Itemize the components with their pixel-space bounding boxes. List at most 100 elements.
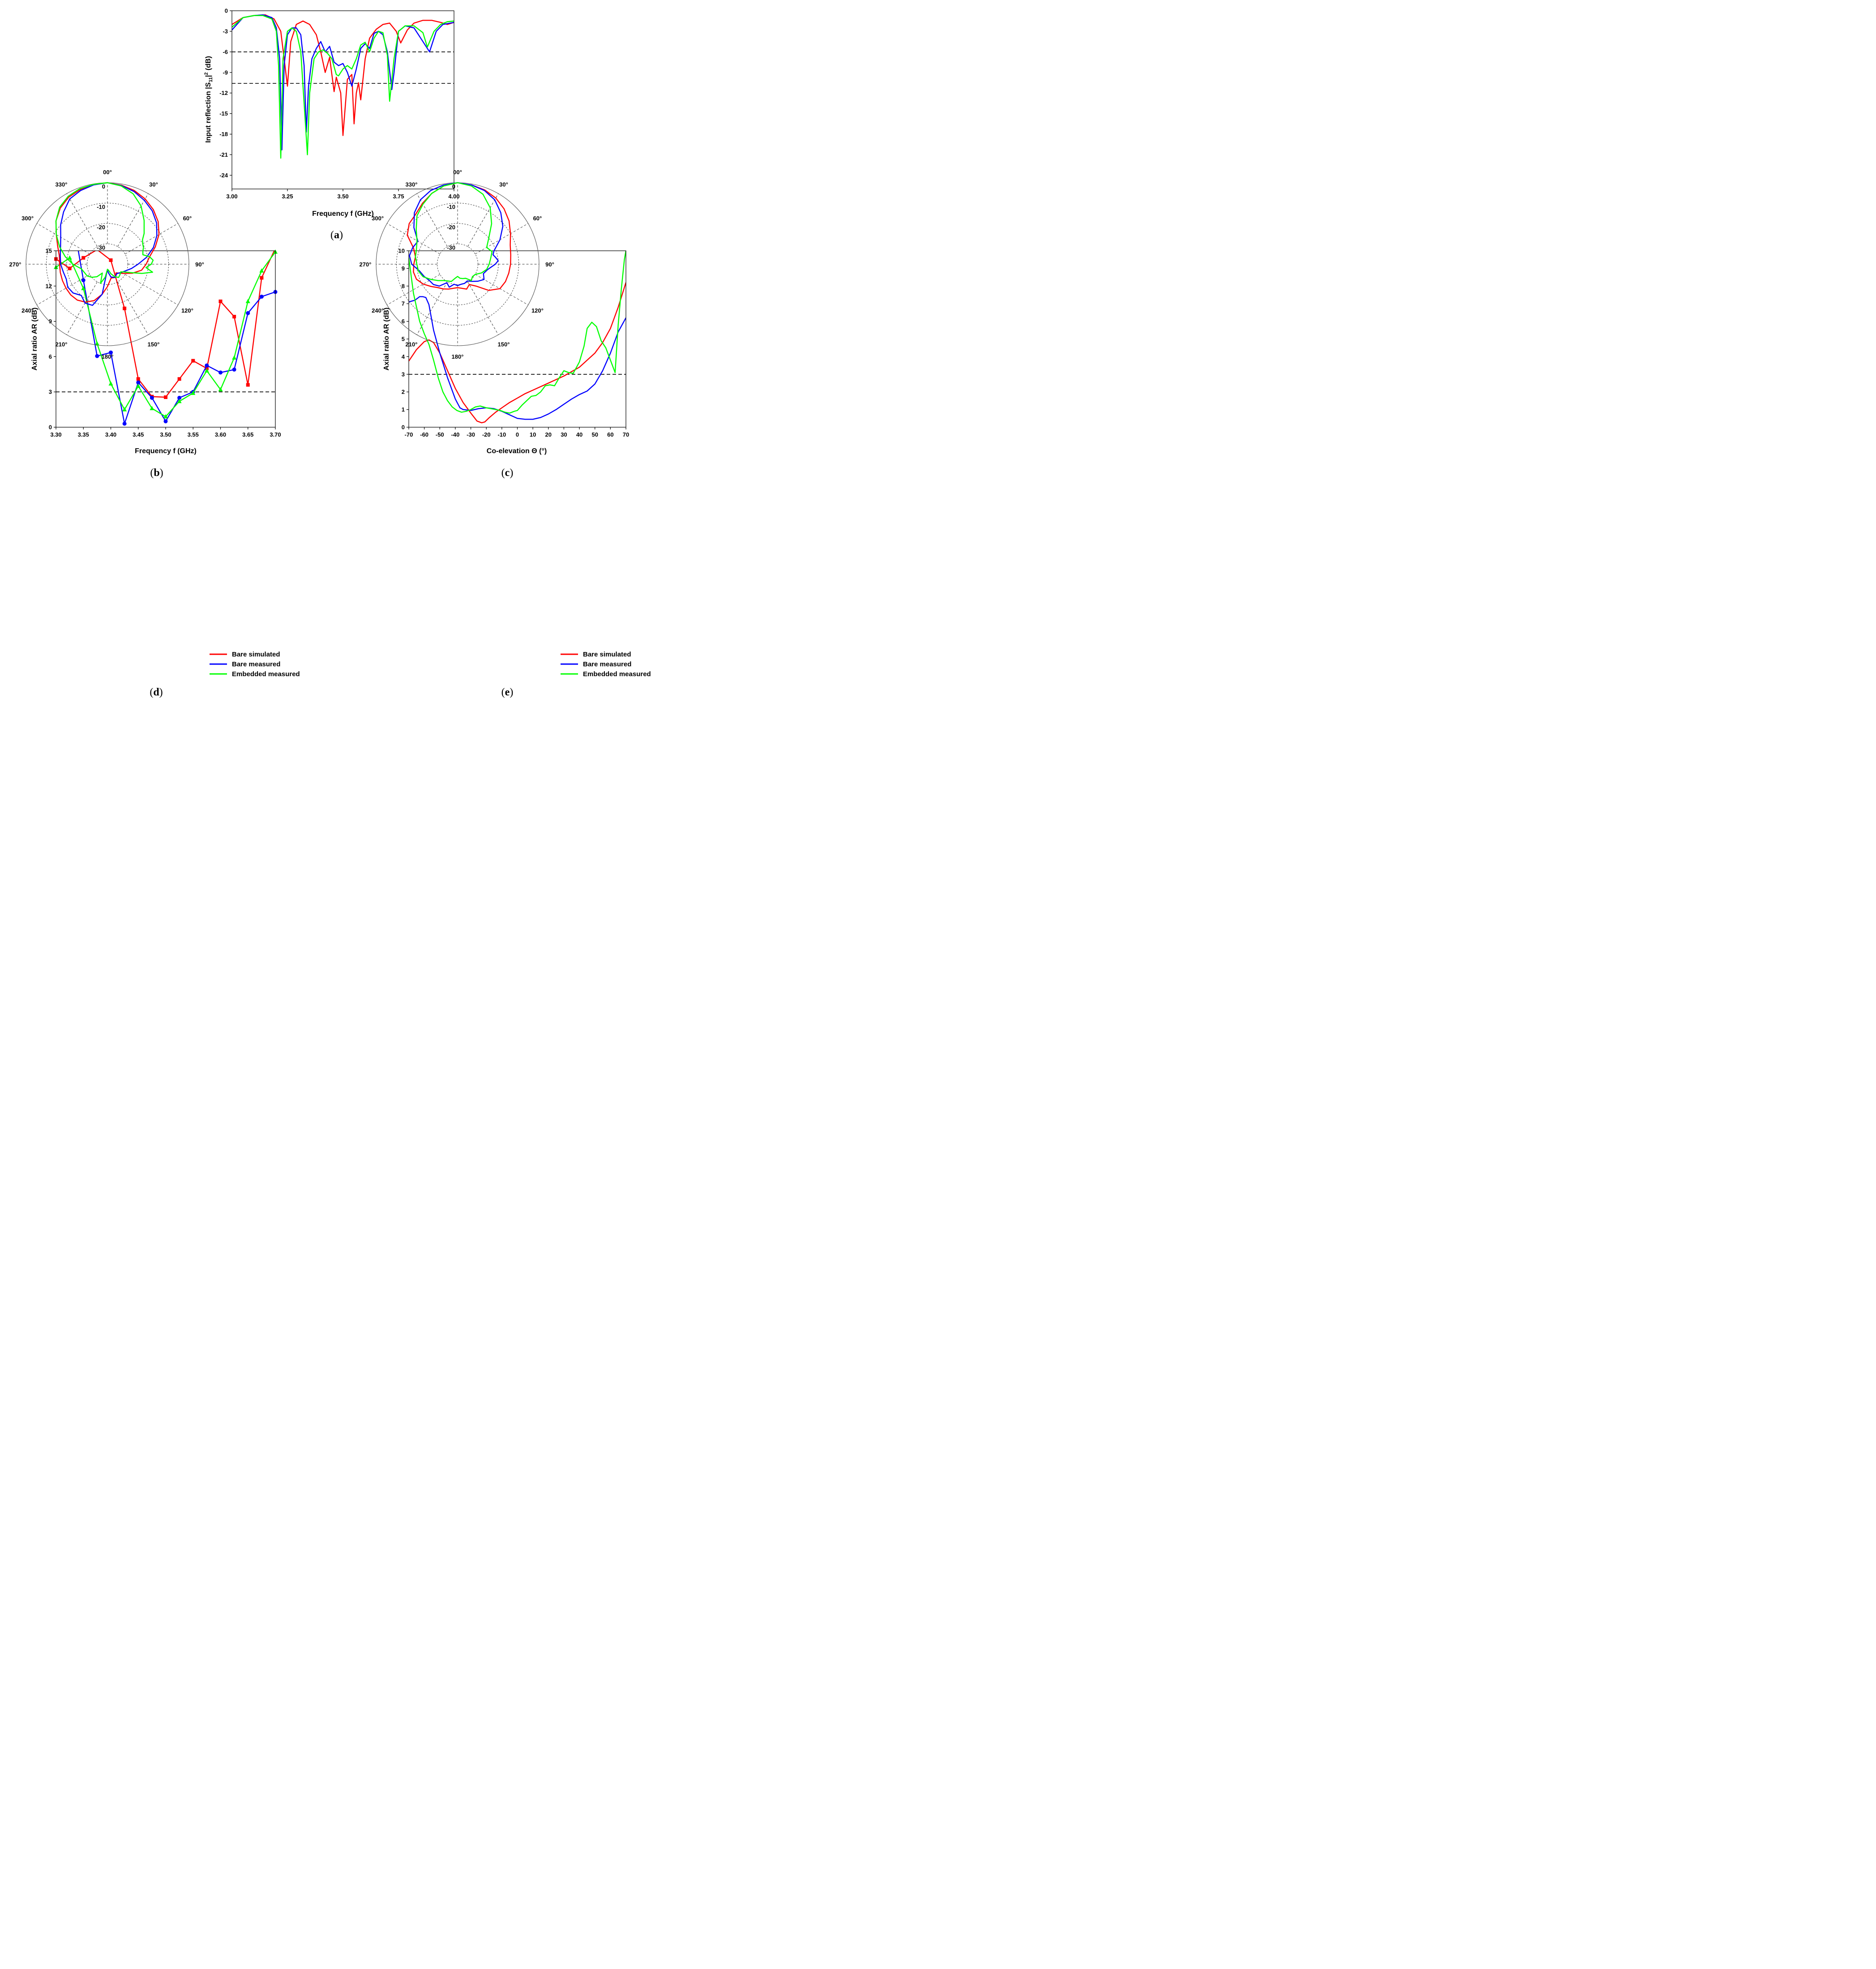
panel-d-legend: Bare simulated Bare measured Embedded me…: [210, 651, 300, 678]
panel-e-caption-close: ): [510, 686, 513, 698]
data-point-bare-measured: [163, 419, 168, 424]
x-tick-label: -30: [467, 431, 475, 438]
polar-angle-label: 330°: [56, 181, 68, 188]
panel-a-caption-letter: a: [334, 229, 339, 241]
polar-spoke: [475, 223, 528, 254]
polar-angle-label: 210°: [56, 341, 68, 347]
polar-radius-label: -10: [447, 204, 455, 210]
y-tick-label: 5: [402, 336, 405, 343]
data-point-bare-measured: [205, 363, 209, 368]
y-tick-label: 4: [402, 353, 405, 360]
polar-series-bare-simulated: [407, 182, 511, 291]
data-point-bare-simulated: [81, 256, 86, 260]
panel-a-ylabel-sub: 11: [208, 77, 214, 82]
y-tick-label: 0: [402, 424, 405, 431]
x-tick-label: 10: [530, 431, 536, 438]
panel-c-caption-close: ): [510, 467, 513, 479]
data-point-bare-simulated: [218, 299, 223, 303]
panel-e-caption: (e): [501, 686, 514, 698]
y-tick-label: 6: [49, 353, 52, 360]
polar-angle-label: 90°: [195, 261, 204, 268]
polar-angle-label: 60°: [183, 215, 192, 222]
y-tick-label: 1: [402, 406, 405, 413]
panel-c-caption: (c): [501, 467, 514, 479]
polar-angle-label: 270°: [9, 261, 21, 268]
panel-b-frame: [56, 250, 276, 428]
x-tick-label: 3.65: [242, 431, 253, 438]
polar-spoke: [416, 282, 448, 335]
polar-angle-label: 120°: [181, 307, 193, 314]
polar-angle-label: 30°: [499, 181, 508, 188]
y-tick-label: 2: [402, 389, 405, 395]
polar-series-embedded-measured: [55, 182, 154, 284]
data-point-bare-measured: [218, 370, 223, 375]
data-point-bare-measured: [246, 311, 250, 315]
series-line-embedded-measured: [409, 251, 626, 414]
polar-angle-label: 00°: [453, 169, 462, 176]
polar-angle-label: 270°: [360, 261, 372, 268]
data-point-bare-simulated: [260, 276, 264, 280]
data-point-bare-measured: [177, 395, 182, 400]
data-point-bare-measured: [109, 350, 113, 355]
polar-spoke: [416, 193, 448, 247]
y-tick-label: 9: [402, 265, 405, 272]
panel-c-ar-elevation-chart: -70 -60 -50 -40 -30 -20 -10 0 10 20 30 40 50 60 70 0 1 2 3…: [383, 248, 629, 479]
x-tick-label: 20: [545, 431, 552, 438]
data-point-bare-simulated: [164, 395, 167, 399]
x-tick-label: -60: [420, 431, 428, 438]
panel-c-caption-open: (: [501, 467, 505, 479]
y-tick-label: -12: [219, 90, 228, 96]
x-tick-label: 3.45: [133, 431, 144, 438]
polar-radius-label: -20: [447, 224, 455, 231]
data-point-embedded-measured: [177, 399, 182, 403]
polar-radius-label: -20: [97, 224, 105, 231]
data-point-bare-simulated: [109, 258, 113, 262]
polar-angle-label: 300°: [372, 215, 384, 222]
x-tick-label: 3.35: [78, 431, 89, 438]
polar-radius-label: 0: [102, 183, 105, 190]
polar-spoke: [125, 223, 178, 254]
data-point-bare-simulated: [191, 359, 195, 363]
panel-d-caption-close: ): [159, 686, 163, 698]
polar-radius-label: 0: [452, 183, 455, 190]
panel-e-polar-pattern: 00° 30° 60° 90° 120° 150° 180° 210° 240° 270° 300°…: [360, 169, 651, 698]
x-tick-label: 3.00: [226, 193, 237, 200]
panel-c-frame: [408, 250, 626, 428]
polar-spoke: [117, 193, 149, 247]
series-line-bare-simulated: [409, 282, 626, 424]
data-point-embedded-measured: [259, 268, 264, 273]
data-point-embedded-measured: [204, 368, 209, 373]
y-tick-label: 7: [402, 300, 405, 307]
panel-a-caption-open: (: [330, 229, 334, 241]
polar-spoke: [125, 274, 178, 305]
polar-spoke: [37, 223, 90, 254]
x-tick-label: 3.30: [50, 431, 61, 438]
panel-b-caption-close: ): [160, 467, 163, 479]
panel-b-caption-letter: b: [154, 467, 159, 479]
x-tick-label: 3.40: [105, 431, 116, 438]
panel-a-plot-area: 3.00 3.25 3.50 3.75 4.00 0 -3 -6 -9 -12 -15 -18 -21 -…: [219, 8, 459, 200]
y-tick-label: 10: [398, 248, 405, 254]
x-tick-label: -20: [482, 431, 491, 438]
polar-spoke: [467, 193, 499, 247]
figure-background: [0, 0, 672, 705]
panel-b-caption-open: (: [150, 467, 154, 479]
panel-e-legend: Bare simulated Bare measured Embedded me…: [561, 651, 651, 678]
legend-label-embedded-measured: Embedded measured: [583, 670, 651, 678]
data-point-embedded-measured: [108, 381, 113, 386]
panel-e-polar-area: 00° 30° 60° 90° 120° 150° 180° 210° 240° 270° 300°…: [360, 169, 554, 360]
polar-series-bare-measured: [60, 182, 158, 306]
panel-d-caption: (d): [150, 686, 163, 698]
panel-a-ylabel-sup: 2: [204, 73, 209, 75]
y-tick-label: 8: [402, 283, 405, 289]
x-tick-label: 40: [576, 431, 583, 438]
polar-radius-label: -30: [97, 245, 105, 251]
panel-b-ylabel: Axial ratio AR (dB): [31, 308, 39, 371]
y-tick-label: 3: [49, 389, 52, 395]
y-tick-label: -21: [219, 151, 228, 158]
x-tick-label: 0: [516, 431, 519, 438]
x-tick-label: -50: [436, 431, 444, 438]
panel-a-ylabel: Input reflection |S11|2 (dB): [204, 56, 214, 143]
polar-angle-label: 00°: [103, 169, 112, 176]
data-point-bare-simulated: [68, 266, 72, 270]
